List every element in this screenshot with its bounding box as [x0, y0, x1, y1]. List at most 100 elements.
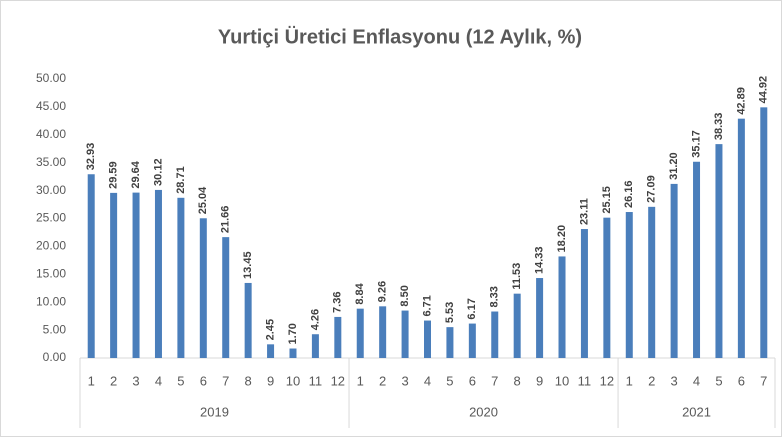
x-tick-label: 4 [424, 373, 431, 388]
value-label: 1.70 [287, 323, 299, 344]
x-tick-label: 1 [88, 373, 95, 388]
x-tick-label: 5 [715, 373, 722, 388]
value-label: 9.26 [377, 281, 389, 302]
y-tick-label: 30.00 [36, 183, 66, 197]
y-tick-label: 5.00 [43, 322, 67, 336]
x-tick-label: 4 [693, 373, 700, 388]
x-tick-label: 11 [578, 373, 592, 388]
y-tick-label: 20.00 [36, 239, 66, 253]
bar [311, 334, 319, 358]
group-label: 2019 [200, 404, 229, 419]
bar [446, 327, 454, 358]
bar [536, 278, 544, 358]
y-tick-label: 15.00 [36, 266, 66, 280]
bar [110, 192, 118, 358]
bar [513, 293, 521, 358]
value-label: 18.20 [556, 225, 568, 253]
value-label: 32.93 [85, 143, 97, 171]
x-tick-label: 5 [177, 373, 184, 388]
value-label: 2.45 [264, 319, 276, 340]
value-label: 38.33 [713, 113, 725, 141]
group-label: 2021 [682, 404, 711, 419]
x-tick-label: 6 [738, 373, 745, 388]
chart-title: Yurtiçi Üretici Enflasyonu (12 Aylık, %) [218, 25, 582, 48]
bar [177, 197, 185, 358]
value-label: 44.92 [758, 76, 770, 104]
x-tick-label: 4 [155, 373, 162, 388]
x-tick-label: 1 [357, 373, 364, 388]
bar [154, 189, 162, 358]
bar [334, 316, 342, 358]
group-label: 2020 [469, 404, 498, 419]
value-label: 8.33 [489, 286, 501, 307]
value-label: 8.50 [399, 285, 411, 306]
value-label: 31.20 [668, 152, 680, 180]
value-label: 13.45 [242, 251, 254, 279]
value-label: 23.11 [578, 198, 590, 225]
x-tick-label: 2 [110, 373, 117, 388]
bar [424, 320, 431, 358]
bar [603, 217, 611, 358]
x-tick-label: 3 [401, 373, 408, 388]
bar [737, 118, 745, 358]
value-label: 25.15 [601, 186, 613, 214]
value-label: 28.71 [175, 166, 187, 194]
x-tick-label: 3 [670, 373, 677, 388]
x-tick-label: 6 [200, 373, 207, 388]
x-tick-label: 1 [626, 373, 633, 388]
bar [760, 107, 768, 358]
x-tick-label: 8 [514, 373, 521, 388]
x-tick-label: 9 [536, 373, 543, 388]
bar [289, 348, 297, 358]
y-tick-label: 0.00 [43, 350, 67, 364]
bar [648, 206, 656, 358]
bar [87, 174, 95, 358]
bar [468, 323, 476, 358]
x-tick-label: 2 [379, 373, 386, 388]
bar [625, 212, 633, 358]
bar [693, 161, 701, 358]
bar [132, 192, 140, 358]
bar [401, 310, 409, 358]
x-tick-label: 6 [469, 373, 476, 388]
value-label: 42.89 [735, 87, 747, 115]
value-label: 35.17 [690, 130, 702, 158]
value-label: 25.04 [197, 186, 209, 214]
value-label: 4.26 [309, 309, 321, 330]
x-tick-label: 2 [648, 373, 655, 388]
bar [222, 237, 230, 358]
y-tick-label: 35.00 [36, 155, 66, 169]
x-tick-label: 10 [286, 373, 300, 388]
y-tick-label: 45.00 [36, 99, 66, 113]
x-tick-label: 7 [491, 373, 498, 388]
value-label: 29.64 [130, 160, 142, 188]
y-tick-label: 25.00 [36, 211, 66, 225]
bar [356, 308, 364, 358]
x-tick-label: 11 [309, 373, 323, 388]
value-label: 6.17 [466, 298, 478, 319]
value-label: 26.16 [623, 180, 635, 208]
bar [199, 218, 207, 358]
x-tick-label: 5 [446, 373, 453, 388]
y-tick-label: 10.00 [36, 294, 66, 308]
value-label: 30.12 [152, 158, 164, 186]
x-tick-label: 3 [132, 373, 139, 388]
value-label: 5.53 [444, 302, 456, 323]
x-tick-label: 7 [222, 373, 229, 388]
bar [491, 311, 499, 358]
value-label: 11.53 [511, 263, 523, 290]
value-label: 8.84 [354, 282, 366, 304]
bar [379, 306, 387, 358]
x-tick-label: 10 [555, 373, 569, 388]
bar [244, 282, 252, 358]
value-label: 14.33 [534, 247, 546, 275]
value-label: 7.36 [332, 292, 344, 313]
x-tick-label: 12 [600, 373, 614, 388]
bar [580, 229, 588, 358]
y-tick-label: 50.00 [36, 71, 66, 85]
bar [558, 256, 566, 358]
bar [670, 183, 678, 358]
x-tick-label: 9 [267, 373, 274, 388]
